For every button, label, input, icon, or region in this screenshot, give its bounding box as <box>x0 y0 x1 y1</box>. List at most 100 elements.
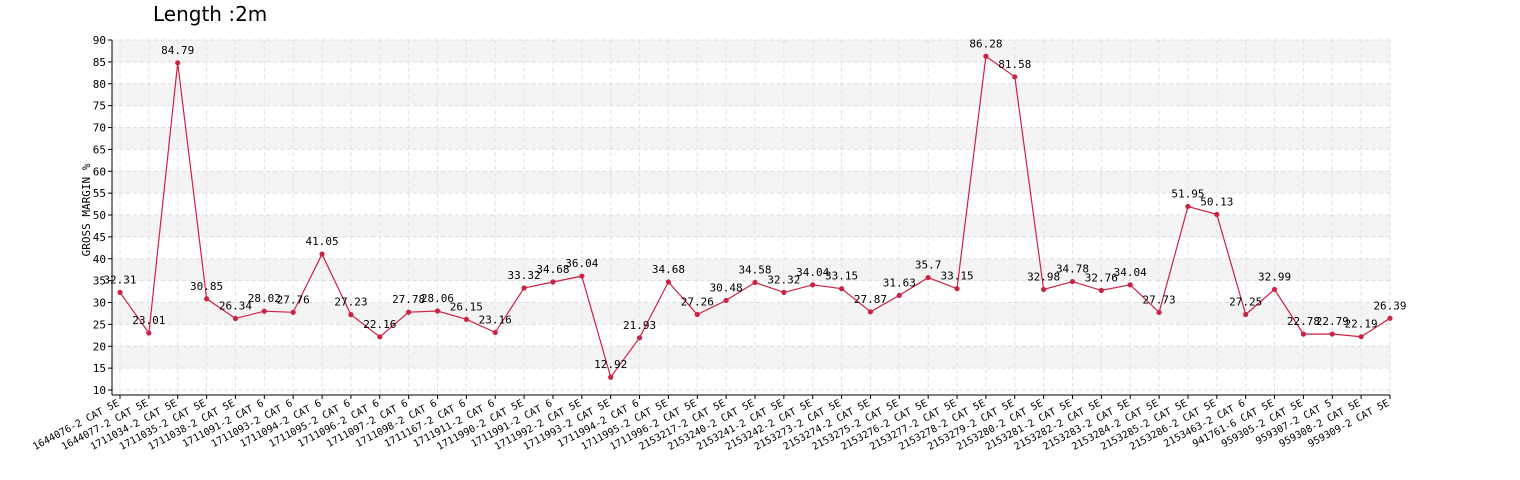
background-band <box>112 346 1390 369</box>
y-tick-label: 50 <box>93 209 106 222</box>
data-point <box>1012 74 1018 80</box>
data-point <box>1185 203 1191 210</box>
data-label: 27.23 <box>334 296 367 309</box>
data-label: 34.04 <box>1114 266 1147 279</box>
data-label: 26.39 <box>1373 299 1406 312</box>
data-label: 21.93 <box>623 319 656 332</box>
data-point <box>636 335 643 341</box>
data-point <box>492 329 498 336</box>
data-label: 22.19 <box>1345 318 1378 331</box>
background-band <box>112 258 1390 281</box>
data-point <box>925 274 931 281</box>
background-band <box>112 127 1390 150</box>
data-label: 34.78 <box>1056 263 1089 276</box>
data-label: 27.87 <box>854 293 887 306</box>
data-label: 26.34 <box>219 300 252 313</box>
data-label: 27.78 <box>392 293 425 306</box>
background-band <box>112 215 1390 237</box>
data-point <box>319 251 325 257</box>
data-point <box>117 289 123 295</box>
data-label: 84.79 <box>161 44 194 57</box>
y-tick-label: 60 <box>93 165 106 178</box>
data-label: 33.32 <box>508 269 541 282</box>
y-tick-label: 70 <box>93 122 106 135</box>
data-label: 32.31 <box>103 273 136 286</box>
data-point <box>1358 334 1364 340</box>
data-point <box>896 292 902 298</box>
data-point <box>608 374 614 380</box>
data-point <box>1243 311 1249 318</box>
background-band <box>112 83 1390 106</box>
data-point <box>348 312 354 318</box>
data-label: 27.26 <box>681 295 714 308</box>
data-label: 23.16 <box>479 313 512 326</box>
data-label: 27.25 <box>1229 296 1262 309</box>
data-label: 22.16 <box>363 318 396 331</box>
axes <box>111 40 1390 396</box>
data-label: 22.78 <box>1287 315 1320 328</box>
data-point <box>665 279 672 285</box>
data-label: 32.98 <box>1027 270 1060 283</box>
data-label: 33.15 <box>940 270 973 283</box>
data-point <box>1329 331 1335 337</box>
data-label: 34.58 <box>738 263 771 276</box>
background-band <box>112 302 1390 325</box>
y-tick-label: 30 <box>93 297 106 310</box>
data-label: 30.48 <box>710 281 743 294</box>
background-bands <box>112 40 1390 369</box>
y-tick-label: 15 <box>93 362 106 375</box>
data-point <box>146 330 152 336</box>
data-label: 41.05 <box>305 235 338 248</box>
background-band <box>112 171 1390 194</box>
data-point <box>1069 278 1076 285</box>
data-label: 31.63 <box>883 276 916 289</box>
data-point <box>867 309 874 315</box>
data-label: 34.04 <box>796 266 829 279</box>
data-point <box>810 282 816 288</box>
data-point <box>261 308 267 314</box>
data-label: 32.99 <box>1258 270 1291 283</box>
data-point <box>377 334 383 340</box>
data-label: 22.79 <box>1316 315 1349 328</box>
data-label: 23.01 <box>132 314 165 327</box>
data-label: 30.85 <box>190 280 223 293</box>
data-point <box>1387 315 1393 321</box>
y-tick-label: 20 <box>93 340 106 353</box>
data-label: 26.15 <box>450 300 483 313</box>
grid-lines <box>112 39 1391 395</box>
data-point <box>203 296 210 302</box>
y-tick-label: 45 <box>93 231 106 244</box>
data-point <box>781 289 787 295</box>
data-point <box>1300 331 1307 337</box>
data-label: 28.06 <box>421 292 454 305</box>
data-label: 86.28 <box>969 37 1002 50</box>
data-label: 32.76 <box>1085 271 1118 284</box>
data-point <box>694 311 700 318</box>
data-label: 35.7 <box>915 259 942 272</box>
data-label: 34.68 <box>652 263 685 276</box>
data-point <box>1041 286 1047 293</box>
data-point <box>1214 211 1220 218</box>
data-point <box>723 297 729 303</box>
y-tick-label: 90 <box>93 34 106 47</box>
y-tick-label: 75 <box>93 100 106 113</box>
data-point <box>838 286 845 292</box>
data-label: 51.95 <box>1171 187 1204 200</box>
data-label: 27.73 <box>1143 293 1176 306</box>
y-tick-label: 65 <box>93 143 106 156</box>
y-axis-label: GROSS MARGIN % <box>80 163 93 256</box>
y-tick-label: 10 <box>93 384 106 397</box>
chart-title: Length :2m <box>153 2 268 26</box>
data-label: 32.32 <box>767 273 800 286</box>
data-point <box>550 279 556 285</box>
data-label: 12.92 <box>594 358 627 371</box>
data-point <box>983 53 989 59</box>
data-point <box>463 316 469 322</box>
data-point <box>290 309 296 315</box>
y-tick-label: 55 <box>93 187 106 200</box>
y-tick-label: 80 <box>93 78 106 91</box>
data-label: 33.15 <box>825 270 858 283</box>
